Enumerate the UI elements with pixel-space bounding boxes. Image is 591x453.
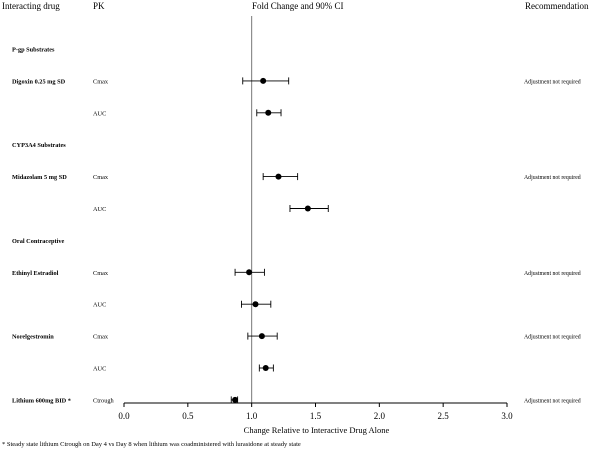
recommendation-label: Adjustment not required	[524, 335, 581, 341]
pk-label: AUC	[93, 110, 106, 117]
point-estimate	[265, 109, 272, 116]
point-estimate	[260, 77, 267, 84]
x-tick-label: 2.5	[438, 411, 450, 421]
x-tick-label: 0.5	[182, 411, 194, 421]
header-ci: Fold Change and 90% CI	[252, 1, 344, 11]
x-tick-label: 3.0	[501, 411, 513, 421]
pk-label: Cmax	[93, 174, 109, 181]
drug-label: Lithium 600mg BID *	[12, 397, 71, 404]
header-drug: Interacting drug	[2, 1, 60, 11]
point-estimate	[275, 173, 282, 180]
point-estimate	[258, 333, 265, 340]
drug-label: Digoxin 0.25 mg SD	[12, 78, 66, 85]
x-tick-label: 2.0	[374, 411, 386, 421]
drug-label: Midazolam 5 mg SD	[12, 174, 67, 181]
pk-label: Cmax	[93, 334, 109, 341]
x-tick-label: 1.0	[246, 411, 258, 421]
recommendation-label: Adjustment not required	[524, 175, 581, 181]
pk-label: AUC	[93, 302, 106, 309]
point-estimate	[232, 396, 239, 403]
footnote: * Steady state lithium Ctrough on Day 4 …	[2, 441, 301, 448]
recommendation-label: Adjustment not required	[524, 79, 581, 85]
x-tick-label: 1.5	[310, 411, 322, 421]
pk-label: AUC	[93, 366, 106, 373]
x-tick-label: 0.0	[118, 411, 130, 421]
recommendation-label: Adjustment not required	[524, 398, 581, 404]
header-pk: PK	[93, 1, 105, 11]
point-estimate	[246, 269, 253, 276]
point-estimate	[304, 205, 311, 212]
x-axis-label: Change Relative to Interactive Drug Alon…	[243, 425, 390, 435]
pk-label: Cmax	[93, 270, 109, 277]
point-estimate	[252, 301, 259, 308]
pk-label: Ctrough	[93, 397, 114, 404]
pk-label: Cmax	[93, 78, 109, 85]
group-label: CYP3A4 Substrates	[12, 142, 66, 149]
header-recommendation: Recommendation	[525, 1, 589, 11]
point-estimate	[262, 365, 269, 371]
drug-label: Ethinyl Estradiol	[12, 270, 59, 277]
group-label: P-gp Substrates	[12, 47, 55, 54]
group-label: Oral Contraceptive	[12, 238, 64, 245]
recommendation-label: Adjustment not required	[524, 271, 581, 277]
pk-label: AUC	[93, 206, 106, 213]
drug-label: Norelgestromin	[12, 334, 54, 341]
